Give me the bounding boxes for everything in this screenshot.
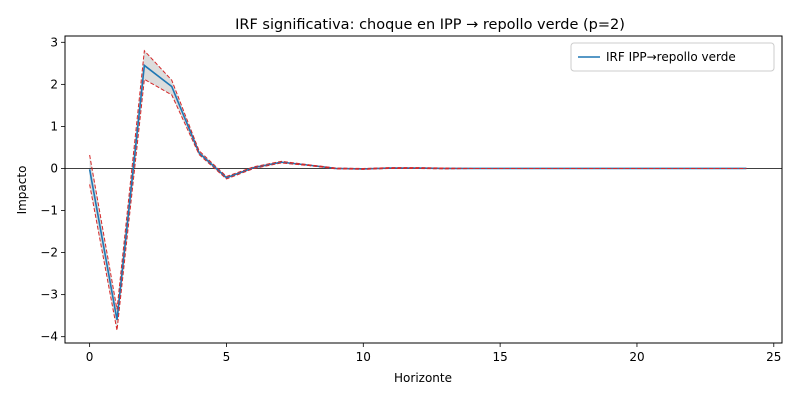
y-axis-label: Impacto: [15, 166, 29, 215]
y-tick-label: −2: [40, 246, 58, 260]
x-tick-label: 25: [766, 350, 781, 364]
x-axis-label: Horizonte: [394, 371, 452, 385]
x-tick-label: 20: [629, 350, 644, 364]
confidence-band: [89, 50, 747, 331]
y-tick-label: −3: [40, 288, 58, 302]
x-tick-label: 0: [86, 350, 94, 364]
upper-bound-line: [89, 49, 747, 310]
legend-label: IRF IPP→repollo verde: [606, 50, 736, 64]
legend-box: [570, 42, 775, 72]
x-tick-label: 15: [492, 350, 507, 364]
y-tick-label: 0: [50, 161, 58, 175]
chart-title: IRF significativa: choque en IPP → repol…: [235, 17, 625, 33]
x-tick-label: 5: [223, 350, 231, 364]
lower-bound-line: [89, 78, 747, 331]
plot-frame: [64, 35, 783, 344]
plot-area: [65, 49, 782, 331]
irf-line: [88, 63, 747, 321]
y-tick-label: −1: [40, 204, 58, 218]
legend: IRF IPP→repollo verde: [570, 42, 775, 72]
y-tick-label: 1: [50, 119, 58, 133]
y-tick-label: −4: [40, 330, 58, 344]
x-tick-label: 10: [356, 350, 371, 364]
axis-ticks: 0 5 10 15 20 25 −4 −3 −2 −1 0 1 2 3: [40, 35, 781, 364]
y-tick-label: 2: [50, 77, 58, 91]
y-tick-label: 3: [50, 35, 58, 49]
